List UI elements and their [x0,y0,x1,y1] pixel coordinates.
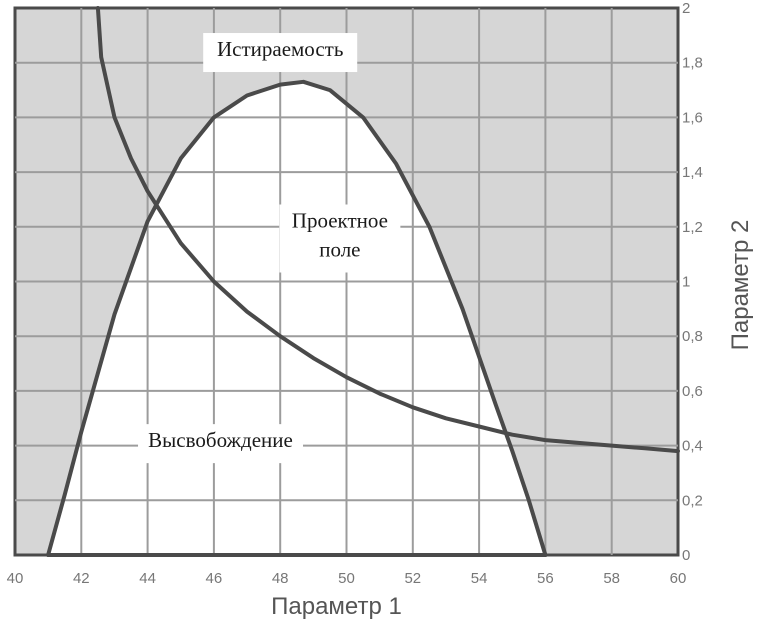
y-tick-label: 0,6 [682,383,703,400]
curves [46,6,680,557]
x-tick-label: 42 [73,570,90,587]
x-tick-label: 58 [603,570,620,587]
region-label-text: Проектное [292,209,388,233]
x-tick-label: 48 [272,570,289,587]
region-label-background [203,33,358,73]
y-tick-label: 0,8 [682,328,703,345]
region-label-1: Истираемость [203,33,358,73]
region-label-3: Высвобождение [138,424,304,464]
annotations: Истираемость Проектное поле Высвобождение [138,33,401,464]
x-tick-label: 60 [670,570,687,587]
series-line-1 [95,6,680,454]
x-axis-ticks: 40 42 44 46 48 50 52 54 56 58 60 [7,570,687,587]
y-tick-label: 1,8 [682,55,703,72]
region-label-text: Высвобождение [148,428,293,452]
region-label-text: Истираемость [217,37,343,61]
region-label-2: Проектное поле [279,204,401,273]
x-tick-label: 46 [206,570,223,587]
x-tick-label: 50 [338,570,355,587]
x-axis-label: Параметр 1 [271,593,402,620]
y-tick-label: 1,2 [682,219,703,236]
y-tick-label: 0,4 [682,438,703,455]
x-tick-label: 40 [7,570,24,587]
series-line-2 [46,79,548,557]
x-tick-label: 54 [471,570,488,587]
y-tick-label: 1 [682,274,690,291]
grid [15,8,678,555]
y-tick-label: 0,2 [682,492,703,509]
y-tick-label: 1,4 [682,164,703,181]
x-tick-label: 52 [404,570,421,587]
y-axis-label: Параметр 2 [727,220,754,351]
x-tick-label: 56 [537,570,554,587]
region-label-background [138,424,304,464]
y-axis-ticks: 0 0,2 0,4 0,6 0,8 1 1,2 1,4 1,6 1,8 2 [682,0,703,564]
region-label-text: поле [319,238,360,262]
y-tick-label: 2 [682,0,690,17]
y-tick-label: 1,6 [682,109,703,126]
region-label-background [279,204,401,273]
x-tick-label: 44 [139,570,156,587]
y-tick-label: 0 [682,547,690,564]
